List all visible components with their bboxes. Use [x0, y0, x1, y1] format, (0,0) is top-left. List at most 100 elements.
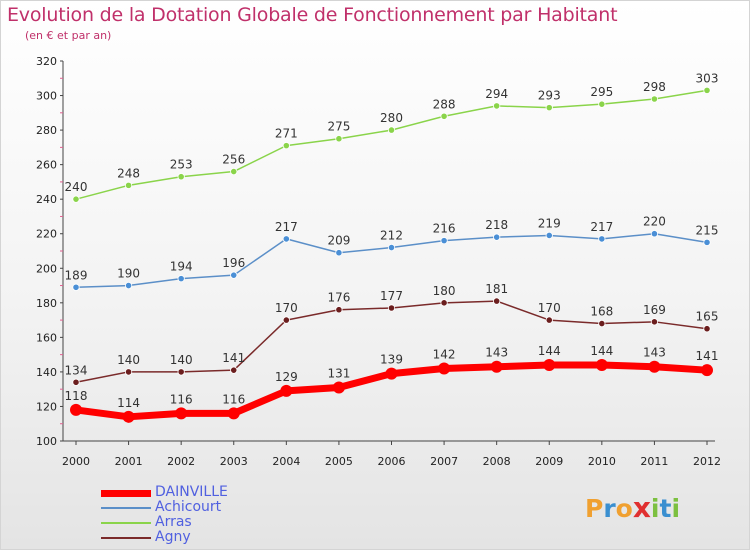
data-label-dainville: 129 [275, 370, 298, 384]
data-point-agny [650, 318, 659, 326]
x-tick-label: 2000 [62, 455, 90, 468]
y-tick-label: 120 [36, 400, 57, 413]
data-point-achicourt [440, 237, 448, 245]
x-tick-label: 2004 [272, 455, 300, 468]
data-label-agny: 141 [222, 351, 245, 365]
data-point-agny [703, 325, 711, 333]
data-label-dainville: 143 [485, 346, 508, 360]
data-label-agny: 140 [117, 353, 140, 367]
legend-label-achicourt: Achicourt [155, 499, 222, 515]
data-point-dainville [701, 364, 713, 377]
data-point-achicourt [493, 233, 501, 241]
data-point-arras [230, 167, 238, 176]
x-tick-label: 2011 [640, 455, 668, 468]
data-label-dainville: 116 [222, 392, 245, 406]
x-tick-label: 2012 [693, 455, 721, 468]
data-label-agny: 168 [590, 305, 613, 319]
data-label-agny: 180 [433, 284, 456, 298]
data-label-achicourt: 215 [696, 223, 719, 237]
data-label-arras: 248 [117, 166, 140, 180]
data-label-dainville: 143 [643, 346, 666, 360]
legend: DAINVILLE Achicourt Arras Agny [101, 484, 361, 545]
data-point-arras [545, 104, 553, 112]
data-label-achicourt: 209 [327, 234, 350, 248]
data-point-agny [72, 378, 80, 386]
data-label-achicourt: 194 [170, 260, 193, 274]
legend-item-arras: Arras [101, 514, 361, 530]
data-point-achicourt [545, 231, 553, 240]
legend-label-dainville: DAINVILLE [155, 484, 228, 500]
data-point-arras [335, 135, 343, 143]
data-label-achicourt: 218 [485, 218, 508, 232]
data-label-dainville: 139 [380, 353, 403, 367]
data-label-agny: 169 [643, 303, 666, 317]
data-label-arras: 303 [696, 71, 719, 85]
y-tick-label: 200 [36, 262, 57, 275]
data-point-arras [650, 95, 659, 103]
y-tick-label: 160 [36, 331, 57, 344]
y-tick-label: 320 [36, 55, 57, 68]
data-point-arras [387, 126, 396, 134]
data-point-dainville [385, 367, 398, 380]
x-tick-label: 2001 [115, 455, 143, 468]
data-label-agny: 177 [380, 289, 403, 303]
data-point-agny [282, 316, 290, 324]
logo-letter: t [659, 494, 672, 523]
data-label-dainville: 144 [538, 344, 561, 358]
data-point-agny [335, 306, 343, 314]
legend-label-arras: Arras [155, 514, 192, 530]
data-label-arras: 253 [170, 158, 193, 172]
data-label-dainville: 118 [65, 389, 88, 403]
data-label-arras: 293 [538, 89, 561, 103]
data-label-dainville: 141 [696, 349, 719, 363]
data-label-agny: 170 [538, 301, 561, 315]
logo-letter: P [585, 494, 604, 523]
y-tick-label: 300 [36, 90, 57, 103]
data-point-agny [177, 368, 185, 376]
chart-subtitle: (en € et par an) [25, 29, 112, 42]
x-tick-label: 2005 [325, 455, 353, 468]
data-label-arras: 256 [222, 153, 245, 167]
y-tick-label: 140 [36, 366, 57, 379]
data-point-dainville [227, 407, 240, 420]
data-label-achicourt: 216 [433, 222, 456, 236]
data-point-arras [703, 86, 711, 94]
data-label-dainville: 142 [433, 347, 456, 361]
series-line-arras [75, 89, 708, 200]
data-point-achicourt [124, 281, 133, 290]
data-point-achicourt [335, 249, 343, 257]
data-point-arras [72, 195, 80, 203]
data-label-achicourt: 212 [380, 229, 403, 243]
data-point-agny [387, 304, 396, 312]
data-label-dainville: 131 [327, 366, 350, 380]
data-point-achicourt [650, 230, 659, 238]
y-tick-label: 180 [36, 297, 57, 310]
data-point-arras [124, 181, 133, 189]
data-label-arras: 294 [485, 87, 508, 101]
data-point-dainville [543, 359, 556, 371]
legend-swatch-agny [101, 537, 151, 539]
logo-letter: i [671, 494, 681, 523]
data-point-achicourt [703, 238, 711, 246]
x-tick-label: 2003 [220, 455, 248, 468]
data-label-dainville: 144 [590, 344, 613, 358]
data-label-arras: 240 [65, 180, 88, 194]
legend-swatch-dainville [101, 489, 151, 497]
data-label-arras: 271 [275, 127, 298, 141]
proxiti-logo: Proxiti [585, 491, 680, 524]
data-point-arras [282, 142, 290, 150]
legend-item-agny: Agny [101, 529, 361, 545]
data-point-arras [440, 112, 448, 120]
x-tick-label: 2008 [483, 455, 511, 468]
chart-title: Evolution de la Dotation Globale de Fonc… [7, 4, 618, 26]
data-label-agny: 176 [327, 291, 350, 305]
data-label-achicourt: 220 [643, 215, 666, 229]
data-label-arras: 295 [590, 85, 613, 99]
data-point-dainville [122, 410, 135, 423]
data-point-dainville [175, 407, 188, 420]
data-label-agny: 165 [696, 310, 719, 324]
legend-item-dainville: DAINVILLE [101, 484, 361, 500]
data-label-dainville: 116 [170, 392, 193, 406]
data-label-achicourt: 217 [590, 220, 613, 234]
